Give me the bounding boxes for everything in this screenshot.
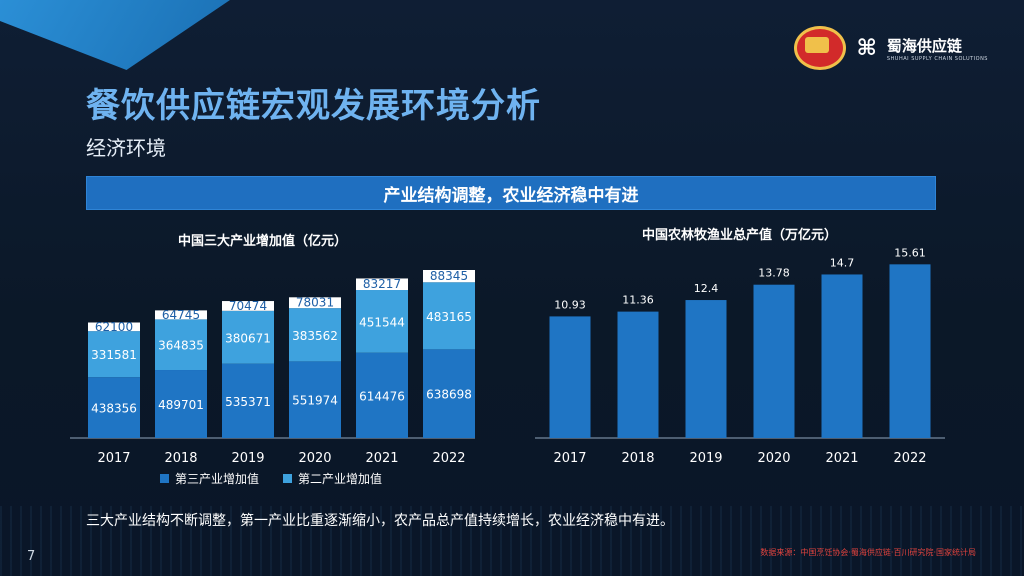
legend-label-tertiary: 第三产业增加值 — [175, 472, 260, 486]
right-bar-chart: 10.93 2017 11.36 2018 12.4 2019 13.78 2020 14.7 2… — [535, 246, 945, 466]
bar-label-2019-series-0: 535371 — [225, 395, 271, 409]
agri-bar-2019 — [685, 300, 727, 438]
bar-2018-series-0 — [155, 370, 207, 438]
company-logo: 蜀海供应链 SHUHAI SUPPLY CHAIN SOLUTIONS — [887, 35, 988, 62]
bar-label-2020-series-0: 551974 — [292, 394, 338, 408]
shuhai-mark-icon: ⌘ — [856, 35, 877, 61]
agri-x-tick-2019: 2019 — [689, 451, 722, 466]
bar-label-2022-series-2: 88345 — [430, 269, 468, 283]
page-subtitle: 经济环境 — [86, 136, 166, 160]
agri-x-tick-2021: 2021 — [825, 451, 858, 466]
bar-label-2022-series-0: 638698 — [426, 388, 472, 402]
agri-bar-label-2018: 11.36 — [622, 294, 654, 307]
logo-area: ⌘ 蜀海供应链 SHUHAI SUPPLY CHAIN SOLUTIONS — [794, 26, 988, 70]
x-tick-2022: 2022 — [432, 451, 465, 466]
legend-swatch-secondary — [283, 474, 293, 483]
bar-label-2021-series-1: 451544 — [359, 315, 405, 329]
bar-2022-series-1 — [423, 282, 475, 350]
bar-label-2021-series-2: 83217 — [363, 277, 401, 291]
agri-bar-2020 — [753, 284, 795, 438]
bar-label-2018-series-1: 364835 — [158, 339, 204, 353]
bar-2021-series-0 — [356, 352, 408, 438]
company-name: 蜀海供应链 — [886, 36, 962, 55]
bar-2020-series-2 — [289, 297, 341, 309]
agri-bar-2017 — [549, 316, 591, 438]
legend-item-secondary: 第二产业增加值 — [283, 470, 382, 487]
agri-bar-label-2017: 10.93 — [554, 298, 586, 311]
bar-2020-series-0 — [289, 361, 341, 438]
summary-note: 三大产业结构不断调整，第一产业比重逐渐缩小，农产品总产值持续增长，农业经济稳中有… — [86, 513, 674, 529]
agri-bar-2018 — [617, 311, 659, 438]
data-source: 数据来源：中国烹饪协会·蜀海供应链·百川研究院·国家统计局 — [760, 548, 976, 557]
bar-label-2018-series-2: 64745 — [162, 308, 200, 322]
bar-label-2022-series-1: 483165 — [426, 310, 472, 324]
bar-2021-series-1 — [356, 290, 408, 353]
bar-label-2017-series-1: 331581 — [91, 348, 137, 362]
bar-2022-series-2 — [423, 270, 475, 283]
company-subtitle: SHUHAI SUPPLY CHAIN SOLUTIONS — [886, 55, 988, 62]
agri-bar-label-2020: 13.78 — [758, 267, 790, 280]
legend-item-tertiary: 第三产业增加值 — [160, 470, 259, 487]
page-number: 7 — [27, 549, 36, 564]
bar-label-2019-series-2: 70474 — [229, 299, 267, 313]
x-tick-2020: 2020 — [298, 451, 331, 466]
legend-label-secondary: 第二产业增加值 — [298, 472, 383, 486]
bar-label-2017-series-2: 62100 — [95, 320, 133, 334]
bar-2018-series-2 — [155, 310, 207, 320]
bar-label-2018-series-0: 489701 — [158, 398, 204, 412]
agri-x-tick-2020: 2020 — [757, 451, 790, 466]
bar-label-2020-series-1: 383562 — [292, 329, 338, 343]
right-chart-title: 中国农林牧渔业总产值（万亿元） — [642, 228, 838, 243]
agri-x-tick-2018: 2018 — [621, 451, 654, 466]
section-banner: 产业结构调整，农业经济稳中有进 — [86, 176, 936, 210]
x-tick-2019: 2019 — [231, 451, 264, 466]
bar-2019-series-2 — [222, 301, 274, 311]
page-title: 餐饮供应链宏观发展环境分析 — [86, 86, 541, 126]
left-chart-legend: 第三产业增加值 第二产业增加值 — [160, 470, 382, 487]
agri-bar-label-2021: 14.7 — [830, 256, 855, 269]
bar-label-2019-series-1: 380671 — [225, 331, 271, 345]
bar-2022-series-0 — [423, 349, 475, 438]
agri-bar-label-2022: 15.61 — [894, 246, 926, 259]
bar-label-2017-series-0: 438356 — [91, 402, 137, 416]
bar-2019-series-0 — [222, 363, 274, 438]
bar-2019-series-1 — [222, 310, 274, 364]
agri-x-tick-2017: 2017 — [553, 451, 586, 466]
x-tick-2021: 2021 — [365, 451, 398, 466]
anniversary-logo-icon — [794, 26, 847, 70]
x-tick-2017: 2017 — [97, 451, 130, 466]
agri-bar-2022 — [889, 264, 931, 438]
bar-2017-series-2 — [88, 322, 140, 332]
agri-bar-label-2019: 12.4 — [694, 282, 719, 295]
bar-2017-series-0 — [88, 377, 140, 438]
left-chart-title: 中国三大产业增加值（亿元） — [178, 234, 348, 249]
bar-2020-series-1 — [289, 308, 341, 362]
bottom-decoration — [0, 506, 1024, 576]
x-tick-2018: 2018 — [164, 451, 197, 466]
bar-2018-series-1 — [155, 319, 207, 371]
bar-2017-series-1 — [88, 331, 140, 378]
legend-swatch-tertiary — [160, 474, 169, 483]
agri-x-tick-2022: 2022 — [893, 451, 926, 466]
bar-label-2021-series-0: 614476 — [359, 389, 405, 403]
left-stacked-bar-chart: 438356 331581 62100 2017 489701 364835 64745 20… — [70, 269, 475, 466]
bar-2021-series-2 — [356, 278, 408, 291]
agri-bar-2021 — [821, 274, 863, 438]
bar-label-2020-series-2: 78031 — [296, 296, 334, 310]
